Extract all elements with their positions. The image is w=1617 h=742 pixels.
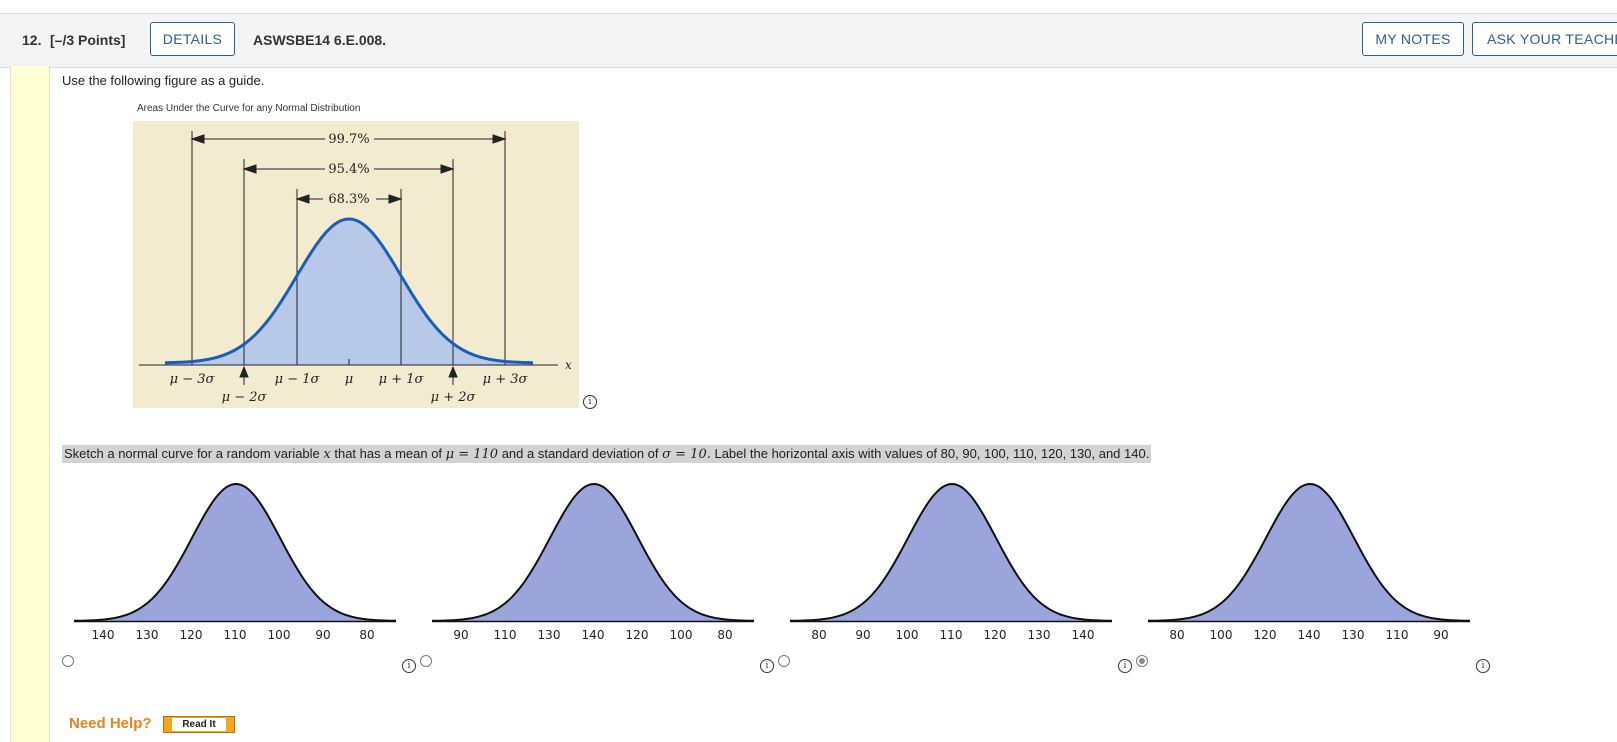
tick-label: 110 — [1386, 628, 1409, 642]
question-text: Sketch a normal curve for a random varia… — [62, 445, 1152, 463]
tick-label: 130 — [1028, 628, 1051, 642]
answer-option-2[interactable]: 90 110 130 140 120 100 80 — [432, 468, 757, 648]
option-curve-area — [790, 484, 1112, 621]
option-radio-4[interactable] — [1136, 655, 1148, 667]
question-text-part3: and a standard deviation of — [498, 446, 663, 461]
tick-label: 130 — [1342, 628, 1365, 642]
option-curve — [1148, 482, 1470, 622]
label-mu-plus-2-sigma: μ + 2σ — [431, 390, 477, 405]
tick-label: 100 — [268, 628, 291, 642]
normal-distribution-figure: x 99.7% 95.4% 68.3% μ − 3σ μ − 1σ μ μ + … — [133, 121, 579, 408]
question-var: x — [323, 447, 331, 462]
option-info-icon[interactable]: i — [760, 659, 774, 673]
label-95-4: 95.4% — [328, 162, 369, 177]
tick-label: 120 — [180, 628, 203, 642]
tick-label: 80 — [811, 628, 826, 642]
option-curve — [432, 482, 754, 622]
tick-label: 90 — [855, 628, 870, 642]
tick-label: 140 — [1072, 628, 1095, 642]
tick-label: 90 — [315, 628, 330, 642]
tick-label: 80 — [1169, 628, 1184, 642]
label-99-7: 99.7% — [328, 132, 369, 147]
tick-label: 90 — [1433, 628, 1448, 642]
tick-label: 130 — [538, 628, 561, 642]
figure-info-icon[interactable]: i — [583, 395, 597, 409]
label-mu: μ — [345, 372, 353, 387]
option-info-icon[interactable]: i — [1118, 659, 1132, 673]
tick-label: 110 — [940, 628, 963, 642]
question-header: 12. [–/3 Points] DETAILS ASWSBE14 6.E.00… — [0, 13, 1617, 68]
question-number: 12. — [22, 32, 42, 48]
tick-label: 120 — [1254, 628, 1277, 642]
ask-teacher-button[interactable]: ASK YOUR TEACHER — [1472, 22, 1617, 56]
tick-label: 120 — [984, 628, 1007, 642]
option-curve — [790, 482, 1112, 622]
option-curve — [74, 482, 396, 622]
option-radio-3[interactable] — [778, 655, 790, 667]
option-curve-area — [74, 484, 396, 621]
label-68-3: 68.3% — [328, 192, 369, 207]
option-graph-4: 80 100 120 140 130 110 90 — [1148, 482, 1470, 642]
option-radio-2[interactable] — [420, 655, 432, 667]
question-code: ASWSBE14 6.E.008. — [253, 32, 387, 48]
axis-variable-label: x — [565, 358, 572, 372]
tick-label: 120 — [626, 628, 649, 642]
curve-area — [165, 219, 533, 365]
tick-label: 140 — [92, 628, 115, 642]
need-help-label: Need Help? — [69, 715, 152, 732]
tick-label: 140 — [1298, 628, 1321, 642]
option-graph-2: 90 110 130 140 120 100 80 — [432, 482, 754, 642]
my-notes-button[interactable]: MY NOTES — [1362, 22, 1464, 56]
tick-label: 140 — [582, 628, 605, 642]
intro-text: Use the following figure as a guide. — [62, 73, 265, 88]
tick-label: 100 — [896, 628, 919, 642]
question-text-part4: Label the horizontal axis with values of… — [710, 446, 1150, 461]
answer-option-4[interactable]: 80 100 120 140 130 110 90 — [1148, 468, 1473, 648]
label-mu-minus-1-sigma: μ − 1σ — [275, 372, 321, 387]
question-points: [–/3 Points] — [50, 32, 126, 48]
tick-label: 110 — [494, 628, 517, 642]
tick-label: 80 — [717, 628, 732, 642]
tick-label: 100 — [1210, 628, 1233, 642]
label-mu-minus-2-sigma: μ − 2σ — [222, 390, 268, 405]
question-sigma: σ = 10. — [662, 447, 711, 462]
label-mu-plus-1-sigma: μ + 1σ — [379, 372, 425, 387]
option-radio-1[interactable] — [62, 655, 74, 667]
option-graph-3: 80 90 100 110 120 130 140 — [790, 482, 1112, 642]
read-it-button[interactable]: Read It — [163, 716, 235, 733]
label-mu-plus-3-sigma: μ + 3σ — [483, 372, 529, 387]
read-it-label: Read It — [172, 718, 226, 731]
tick-label: 110 — [224, 628, 247, 642]
tick-label: 80 — [359, 628, 374, 642]
option-info-icon[interactable]: i — [1476, 659, 1490, 673]
tick-label: 90 — [453, 628, 468, 642]
normal-curve — [165, 217, 533, 365]
answer-option-1[interactable]: 140 130 120 110 100 90 80 — [74, 468, 399, 648]
tick-label: 130 — [136, 628, 159, 642]
question-mu: μ = 110 — [445, 447, 499, 462]
answer-option-3[interactable]: 80 90 100 110 120 130 140 — [790, 468, 1115, 648]
question-status-bar — [10, 66, 50, 742]
option-curve-area — [1148, 484, 1470, 621]
option-info-icon[interactable]: i — [402, 659, 416, 673]
figure-title: Areas Under the Curve for any Normal Dis… — [137, 103, 361, 114]
question-text-part2: that has a mean of — [330, 446, 446, 461]
label-mu-minus-3-sigma: μ − 3σ — [170, 372, 216, 387]
option-curve-area — [432, 484, 754, 621]
option-graph-1: 140 130 120 110 100 90 80 — [74, 482, 396, 642]
tick-label: 100 — [670, 628, 693, 642]
details-button[interactable]: DETAILS — [150, 22, 235, 56]
question-text-part1: Sketch a normal curve for a random varia… — [64, 446, 324, 461]
